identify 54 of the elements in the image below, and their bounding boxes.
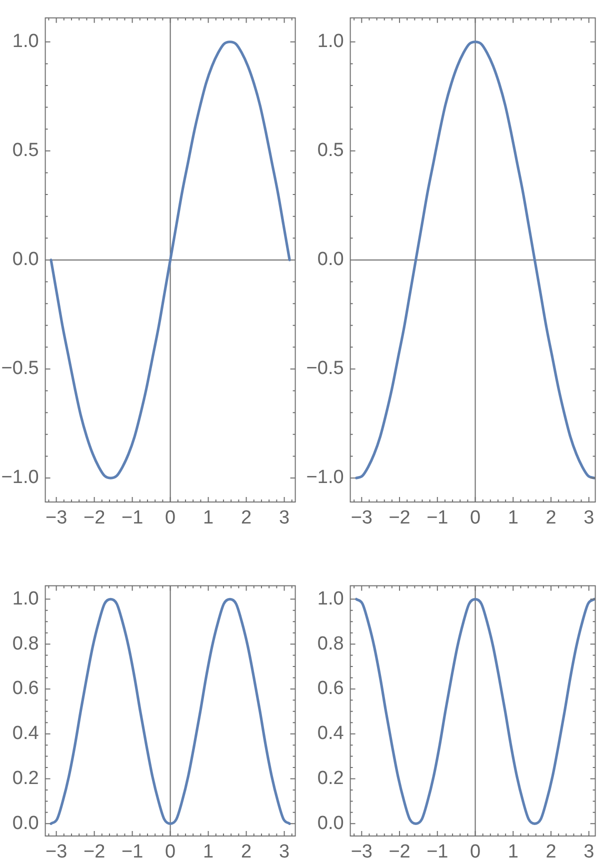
y-tick-label: 0.0 [12,249,39,270]
x-tick-label: −3 [45,508,68,529]
y-tick-label: 0.2 [12,768,39,789]
x-tick-label: −2 [388,842,410,863]
y-tick-label: 0.4 [317,723,344,744]
x-tick-label: 2 [546,842,556,863]
y-tick-label: 0.2 [317,768,344,789]
x-tick-label: 1 [508,842,518,863]
x-tick-label: 3 [278,842,290,863]
y-tick-label: 0.6 [12,678,39,700]
x-tick-label: 0 [165,508,176,529]
x-tick-label: 3 [584,508,594,529]
x-tick-label: 2 [241,842,252,863]
x-tick-label: 1 [508,508,518,529]
line-series [50,40,291,480]
x-tick-label: −2 [388,508,410,529]
x-tick-label: −3 [45,842,68,863]
line-series [355,40,596,480]
x-tick-label: 1 [203,842,214,863]
x-tick-label: 3 [584,842,594,863]
x-tick-label: 0 [470,842,481,863]
y-tick-label: 0.6 [317,678,344,700]
x-tick-label: −1 [426,508,448,529]
y-tick-label: 1.0 [317,31,344,52]
y-tick-label: 0.5 [12,140,39,162]
y-tick-label: 1.0 [12,31,39,52]
x-tick-label: 2 [241,508,252,529]
x-tick-label: 3 [278,508,290,529]
x-tick-label: 1 [203,508,214,529]
y-tick-label: 0.0 [317,812,344,834]
line-series [355,598,596,825]
y-tick-label: 0.4 [12,723,40,744]
y-tick-label: −1.0 [306,467,344,488]
y-tick-label: −0.5 [1,358,39,380]
x-tick-label: −2 [83,508,106,529]
x-tick-label: −1 [121,842,144,863]
y-tick-label: 1.0 [317,588,344,610]
x-tick-label: −1 [121,508,144,529]
x-tick-label: 2 [546,508,556,529]
x-tick-label: −3 [350,842,372,863]
y-tick-label: 0.0 [12,812,39,834]
line-series [50,598,291,825]
x-tick-label: −3 [350,508,372,529]
y-tick-label: 0.0 [317,249,344,270]
x-tick-label: 0 [165,842,176,863]
x-tick-label: 0 [470,508,481,529]
x-tick-label: −1 [426,842,448,863]
y-tick-label: −0.5 [306,358,344,380]
y-tick-label: 0.8 [317,633,344,654]
x-tick-label: −2 [83,842,106,863]
y-tick-label: 1.0 [12,588,39,610]
y-tick-label: 0.8 [12,633,39,654]
y-tick-label: −1.0 [1,467,39,488]
y-tick-label: 0.5 [317,140,344,162]
